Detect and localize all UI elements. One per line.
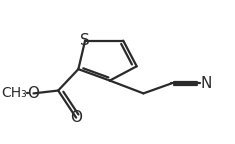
- Text: O: O: [70, 110, 82, 125]
- Text: CH₃: CH₃: [2, 86, 27, 100]
- Text: O: O: [27, 86, 39, 101]
- Text: S: S: [80, 33, 90, 48]
- Text: N: N: [200, 76, 212, 91]
